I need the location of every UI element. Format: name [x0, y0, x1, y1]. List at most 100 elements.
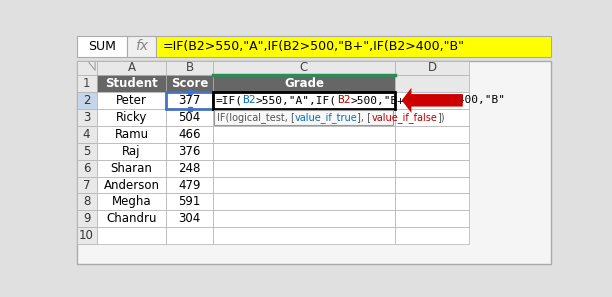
Bar	[166, 143, 213, 159]
Text: B2: B2	[337, 95, 350, 105]
Text: 1: 1	[83, 77, 91, 90]
Text: 10: 10	[79, 229, 94, 242]
Bar	[76, 159, 97, 176]
Text: 304: 304	[179, 212, 201, 225]
Bar	[166, 92, 213, 109]
Bar	[395, 126, 469, 143]
Text: B2: B2	[438, 95, 452, 105]
Text: 479: 479	[179, 178, 201, 192]
Text: Chandru: Chandru	[106, 212, 157, 225]
Bar	[213, 61, 395, 75]
Bar	[76, 109, 97, 126]
Bar	[97, 176, 166, 193]
Bar	[166, 176, 213, 193]
Bar	[97, 159, 166, 176]
Bar	[166, 228, 213, 244]
Text: 466: 466	[179, 128, 201, 141]
Text: 248: 248	[179, 162, 201, 175]
Bar	[76, 228, 97, 244]
Bar	[76, 61, 97, 75]
Bar	[395, 61, 469, 75]
Bar	[76, 36, 127, 57]
Text: B: B	[185, 61, 194, 75]
Text: 3: 3	[83, 111, 90, 124]
Bar	[76, 61, 551, 264]
Text: 377: 377	[179, 94, 201, 107]
Bar	[166, 211, 213, 228]
Bar	[97, 92, 166, 109]
Text: ]): ])	[438, 112, 445, 122]
Text: SUM: SUM	[88, 40, 116, 53]
Bar	[395, 109, 469, 126]
Bar	[166, 159, 213, 176]
Bar	[166, 61, 213, 75]
Bar	[213, 159, 395, 176]
Text: =IF(B2>550,"A",IF(B2>500,"B+",IF(B2>400,"B": =IF(B2>550,"A",IF(B2>500,"B+",IF(B2>400,…	[163, 40, 465, 53]
Text: 6: 6	[83, 162, 91, 175]
Bar	[76, 126, 97, 143]
Bar	[76, 176, 97, 193]
Bar	[213, 109, 395, 126]
Bar	[76, 193, 97, 211]
Text: 5: 5	[83, 145, 90, 158]
Bar	[395, 159, 469, 176]
Bar	[214, 110, 394, 125]
Bar	[76, 211, 97, 228]
Text: fx: fx	[135, 40, 148, 53]
Bar	[97, 228, 166, 244]
Text: Anderson: Anderson	[103, 178, 160, 192]
Text: Ricky: Ricky	[116, 111, 147, 124]
Bar	[127, 36, 156, 57]
Bar	[395, 193, 469, 211]
Text: 504: 504	[179, 111, 201, 124]
Text: Ramu: Ramu	[114, 128, 149, 141]
Text: Student: Student	[105, 77, 158, 90]
Bar	[166, 92, 213, 109]
Text: =IF(: =IF(	[215, 95, 242, 105]
Text: 8: 8	[83, 195, 90, 208]
Bar	[166, 193, 213, 211]
Text: 376: 376	[179, 145, 201, 158]
Text: 7: 7	[83, 178, 91, 192]
Text: >550,"A",IF(: >550,"A",IF(	[256, 95, 337, 105]
Bar	[97, 75, 166, 92]
Bar	[395, 176, 469, 193]
Bar	[213, 193, 395, 211]
Text: Megha: Megha	[112, 195, 151, 208]
Bar	[213, 176, 395, 193]
Text: 2: 2	[83, 94, 91, 107]
Bar	[76, 92, 97, 109]
Bar	[97, 126, 166, 143]
Text: >400,"B": >400,"B"	[452, 95, 506, 105]
Bar	[213, 211, 395, 228]
Bar	[97, 193, 166, 211]
Bar	[97, 143, 166, 159]
Bar	[395, 228, 469, 244]
Bar	[395, 211, 469, 228]
Text: Sharan: Sharan	[111, 162, 152, 175]
Bar	[395, 75, 469, 92]
Text: 591: 591	[179, 195, 201, 208]
Text: D: D	[428, 61, 437, 75]
Text: Score: Score	[171, 77, 208, 90]
Bar	[76, 143, 97, 159]
Bar	[156, 36, 551, 57]
Text: value_if_true: value_if_true	[294, 112, 357, 123]
Text: 9: 9	[83, 212, 91, 225]
Text: Peter: Peter	[116, 94, 147, 107]
Text: C: C	[300, 61, 308, 75]
Bar	[97, 61, 166, 75]
Bar	[213, 126, 395, 143]
Text: value_if_false: value_if_false	[371, 112, 438, 123]
Bar	[213, 143, 395, 159]
Bar	[97, 109, 166, 126]
Text: A: A	[127, 61, 135, 75]
Text: Raj: Raj	[122, 145, 141, 158]
Bar	[213, 92, 395, 109]
Text: 4: 4	[83, 128, 91, 141]
Bar	[213, 75, 395, 92]
Bar	[166, 75, 213, 92]
Bar	[213, 92, 395, 109]
Bar	[166, 109, 213, 126]
Text: >500,"B+",IF(: >500,"B+",IF(	[350, 95, 438, 105]
